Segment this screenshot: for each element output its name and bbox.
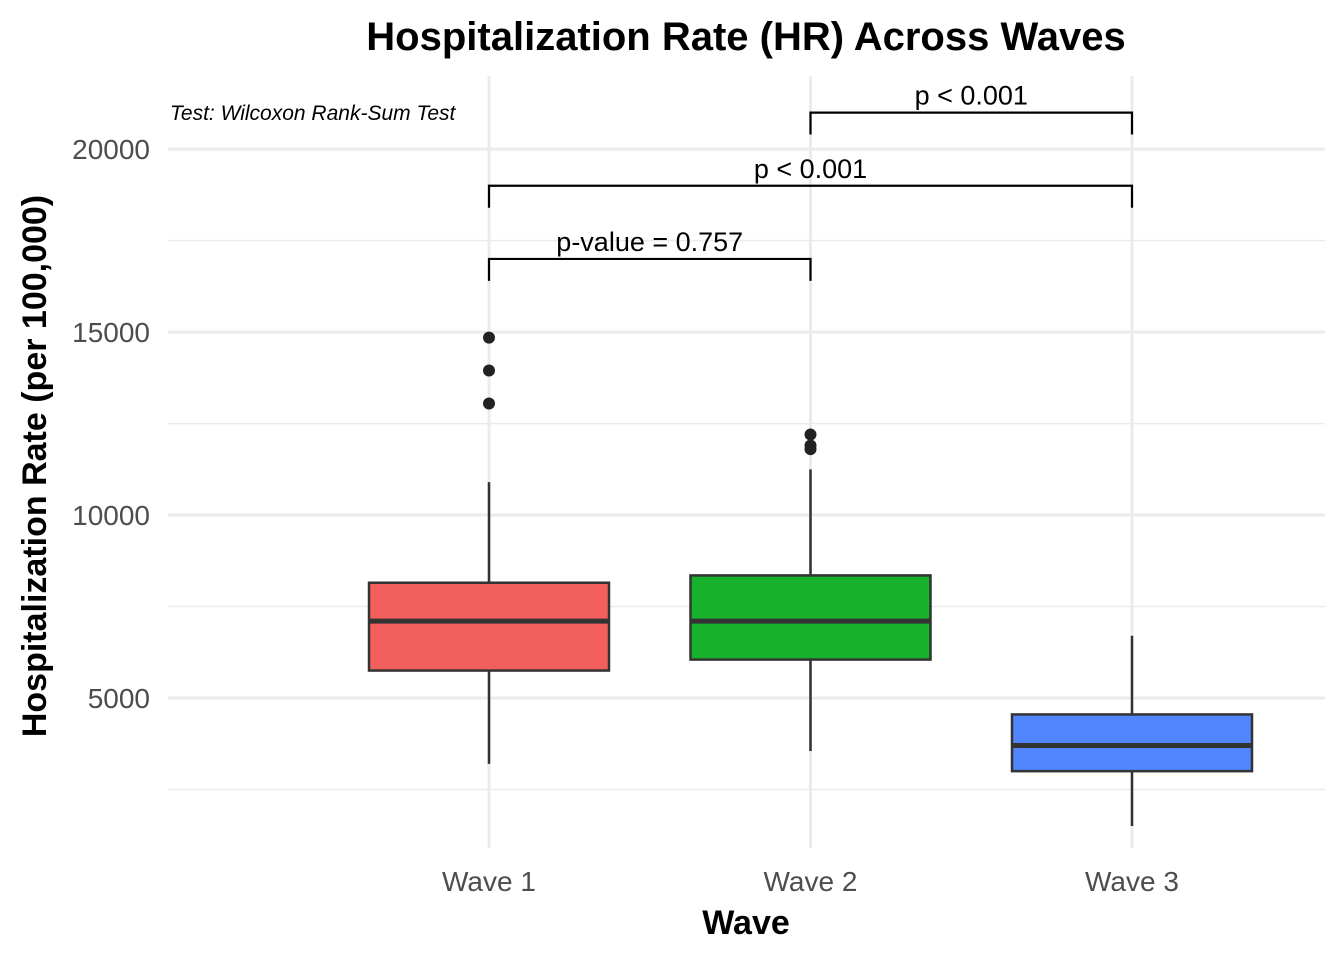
comparison-bracket: p < 0.001 <box>487 154 1134 208</box>
outlier-point <box>483 331 495 344</box>
outlier-point <box>804 439 817 452</box>
y-tick-label: 5000 <box>88 683 150 714</box>
comparison-bracket: p-value = 0.757 <box>487 227 812 281</box>
box-wave-3 <box>1010 635 1254 827</box>
bracket-line <box>809 111 1134 135</box>
test-annotation: Test: Wilcoxon Rank-Sum Test <box>170 102 457 125</box>
p-value-label: p-value = 0.757 <box>556 227 743 257</box>
tick-labels: 5000 10000 15000 20000 Wave 1 Wave 2 Wave 3 <box>72 134 1179 897</box>
chart-title: Hospitalization Rate (HR) Across Waves <box>366 15 1125 59</box>
p-value-label: p < 0.001 <box>915 81 1028 111</box>
outlier-point <box>483 397 495 410</box>
box-wave-2 <box>689 428 932 752</box>
box-wave-1 <box>367 331 611 764</box>
box-body <box>367 581 611 672</box>
x-tick-label: Wave 2 <box>764 866 858 897</box>
x-tick-label: Wave 1 <box>442 866 536 897</box>
p-value-label: p < 0.001 <box>754 154 867 184</box>
y-tick-label: 20000 <box>72 134 150 165</box>
outlier-point <box>804 428 817 441</box>
box-body <box>689 574 932 661</box>
bracket-line <box>487 257 812 281</box>
bracket-line <box>487 184 1134 208</box>
box-body <box>1010 713 1254 773</box>
x-tick-label: Wave 3 <box>1085 866 1179 897</box>
comparison-brackets: p-value = 0.757 p < 0.001 p < 0.001 <box>487 81 1134 281</box>
y-axis-title: Hospitalization Rate (per 100,000) <box>16 195 54 737</box>
boxes-layer <box>367 331 1254 827</box>
comparison-bracket: p < 0.001 <box>809 81 1134 135</box>
x-axis-title: Wave <box>702 904 790 942</box>
outlier-point <box>483 364 495 377</box>
y-tick-label: 15000 <box>72 317 150 348</box>
y-tick-label: 10000 <box>72 500 150 531</box>
